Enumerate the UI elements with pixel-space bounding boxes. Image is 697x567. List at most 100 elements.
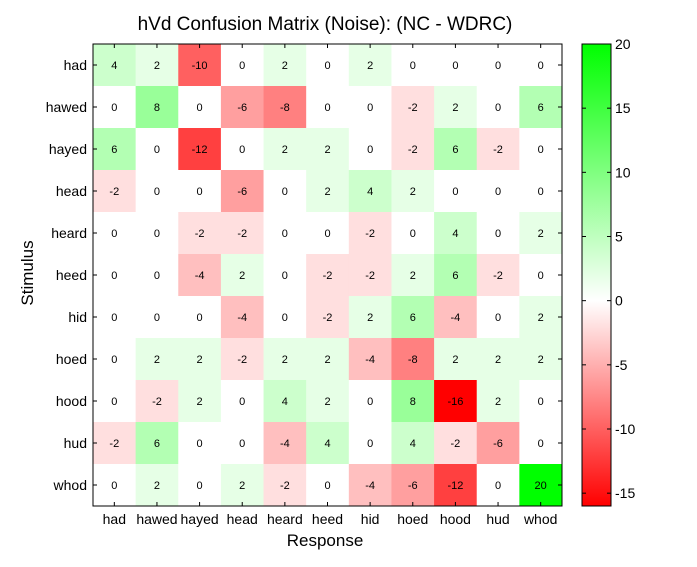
cell-value-label: 6	[111, 144, 117, 156]
cell-value-label: -2	[451, 438, 461, 450]
heatmap-cell	[263, 380, 307, 423]
heatmap-cell	[391, 170, 435, 213]
cell-value-label: 6	[452, 270, 458, 282]
cell-value-label: -6	[408, 480, 418, 492]
heatmap-cell	[476, 338, 520, 381]
colorbar-tick-label: 15	[615, 100, 631, 116]
heatmap-cell	[93, 44, 137, 87]
heatmap-cell	[519, 44, 563, 87]
heatmap-cell	[220, 254, 265, 297]
heatmap-cell	[391, 128, 435, 171]
cell-value-label: 2	[154, 60, 160, 72]
heatmap-cell	[220, 86, 265, 129]
cell-value-label: -2	[152, 396, 162, 408]
cell-value-label: 0	[197, 438, 203, 450]
heatmap-cell	[178, 464, 222, 507]
cell-value-label: 2	[197, 354, 203, 366]
cell-value-label: 0	[538, 186, 544, 198]
heatmap-cell	[348, 212, 392, 255]
cell-value-label: 0	[282, 312, 288, 324]
x-tick-label: hood	[440, 511, 471, 527]
heatmap-cell	[519, 380, 563, 423]
heatmap-cell	[135, 86, 179, 129]
heatmap-cell	[178, 254, 222, 297]
cell-value-label: 0	[197, 186, 203, 198]
cell-value-label: 0	[367, 396, 373, 408]
cell-value-label: -6	[237, 186, 247, 198]
heatmap-cell	[220, 170, 265, 213]
heatmap-cell	[348, 128, 392, 171]
cell-value-label: 0	[154, 186, 160, 198]
cell-value-label: -4	[195, 270, 205, 282]
chart-title: hVd Confusion Matrix (Noise): (NC - WDRC…	[138, 14, 513, 35]
cell-value-label: 0	[324, 228, 330, 240]
heatmap-cell	[519, 254, 563, 297]
cell-value-label: 0	[111, 312, 117, 324]
cell-value-label: -4	[365, 480, 375, 492]
heatmap-cell	[348, 44, 392, 87]
cell-value-label: 0	[452, 60, 458, 72]
heatmap-cell	[178, 86, 222, 129]
heatmap-cell	[519, 170, 563, 213]
heatmap-cell	[306, 86, 350, 129]
heatmap-cell	[476, 86, 520, 129]
cell-value-label: 4	[111, 60, 117, 72]
cell-value-label: -2	[408, 144, 418, 156]
colorbar-tick-label: 10	[615, 164, 631, 180]
heatmap-cell	[135, 338, 179, 381]
colorbar	[581, 43, 612, 507]
cell-value-label: 0	[495, 60, 501, 72]
heatmap-cell	[93, 464, 137, 507]
cell-value-label: 2	[154, 354, 160, 366]
cell-value-label: -2	[365, 270, 375, 282]
colorbar-tick-label: -15	[615, 485, 635, 501]
cell-value-label: 0	[495, 312, 501, 324]
heatmap-cell	[391, 212, 435, 255]
heatmap-cell	[93, 128, 137, 171]
heatmap-cell	[263, 212, 307, 255]
heatmap-cell	[348, 338, 392, 381]
cell-value-label: 0	[197, 102, 203, 114]
y-tick-label: hid	[68, 309, 87, 325]
heatmap-cell	[178, 296, 222, 339]
heatmap-cell	[306, 254, 350, 297]
heatmap-cell	[135, 422, 179, 465]
heatmap-cell	[220, 212, 265, 255]
cell-value-label: 2	[495, 396, 501, 408]
heatmap-cell	[434, 128, 478, 171]
cell-value-label: 0	[495, 102, 501, 114]
heatmap-cell	[519, 128, 563, 171]
heatmap-cell	[135, 254, 179, 297]
cell-value-label: -6	[493, 438, 503, 450]
x-tick-label: heard	[267, 511, 303, 527]
cell-value-label: 2	[282, 144, 288, 156]
cell-value-label: -2	[493, 270, 503, 282]
x-tick-label: hoed	[397, 511, 428, 527]
heatmap-cell	[178, 44, 222, 87]
cell-value-label: -2	[408, 102, 418, 114]
y-axis-label: Stimulus	[18, 240, 37, 305]
cell-value-label: 2	[239, 480, 245, 492]
cell-value-label: 0	[410, 228, 416, 240]
cell-value-label: 0	[367, 144, 373, 156]
cell-value-label: 0	[538, 60, 544, 72]
cell-value-label: 2	[282, 354, 288, 366]
heatmap-cell	[434, 464, 478, 507]
y-tick-label: head	[56, 183, 87, 199]
heatmap-cell	[263, 44, 307, 87]
cell-value-label: 4	[452, 228, 458, 240]
heatmap-cell	[135, 296, 179, 339]
cell-value-label: 2	[324, 396, 330, 408]
heatmap-cell	[135, 44, 179, 87]
heatmap-cell	[476, 44, 520, 87]
cell-value-label: 0	[154, 228, 160, 240]
heatmap-cell	[135, 464, 179, 507]
cell-value-label: 0	[154, 312, 160, 324]
cell-value-label: 0	[111, 228, 117, 240]
heatmap-cell	[434, 422, 478, 465]
cell-value-label: 0	[538, 144, 544, 156]
cell-value-label: 6	[154, 438, 160, 450]
heatmap-cell	[306, 464, 350, 507]
cell-value-label: 2	[282, 60, 288, 72]
cell-value-label: 2	[324, 354, 330, 366]
